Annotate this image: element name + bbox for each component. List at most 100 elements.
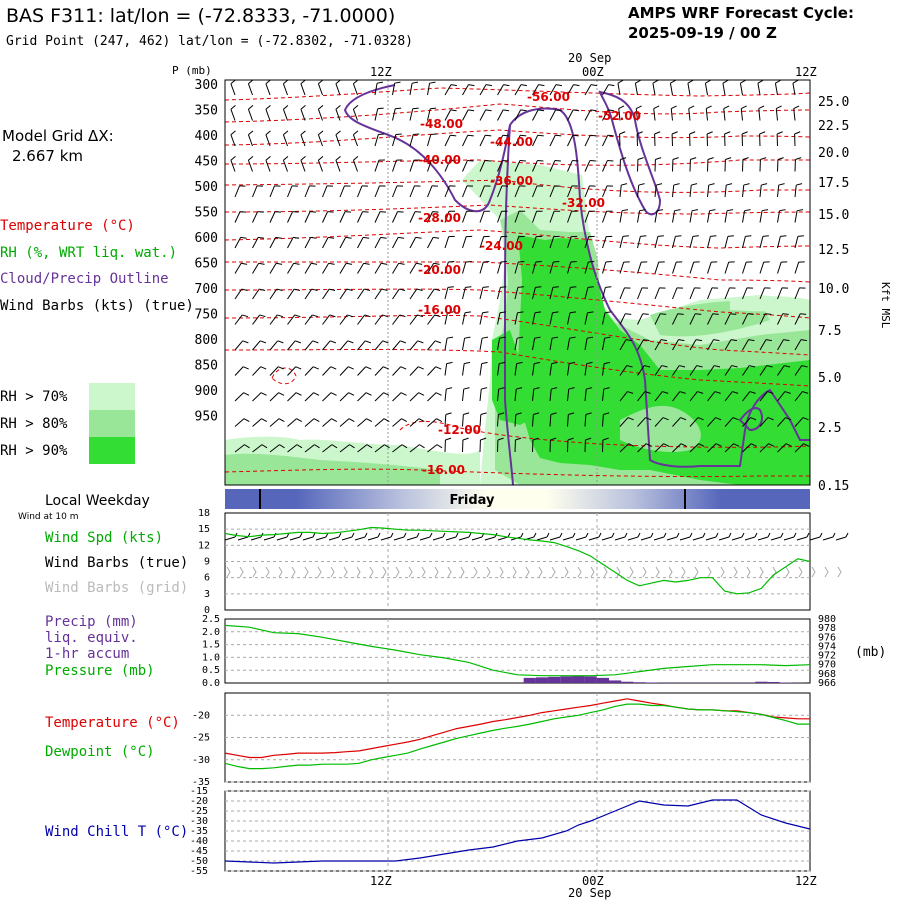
wind-barb-staff [374,392,384,402]
wind-barb-staff [339,262,347,274]
wind-barb-staff [322,366,332,376]
wind-barb [247,104,254,121]
wind-barb-flag [517,311,524,314]
barb-10m [471,536,483,541]
wind-barb-staff [567,414,569,427]
windchill-line [224,799,811,864]
wind-barb-flag [590,109,597,112]
wind-barb-flag [312,314,319,318]
wind-barb [479,286,489,300]
wind-barb-staff [462,389,465,402]
barb-10m [250,536,262,541]
wind-barb-flag [283,130,289,136]
wind-barb-staff [497,185,503,198]
wind-barb [269,366,284,376]
wind-barb [514,235,525,249]
wind-barb-staff [689,365,698,376]
wind-barb [479,109,492,121]
wind-barb-flag [688,105,695,110]
wind-barb [637,235,647,249]
temp-yticks: -20-25-30-35 [192,710,210,788]
contour-line [271,367,297,385]
wind-barb [759,313,772,325]
wind-barb-staff [300,109,306,121]
wind-barb-staff [742,417,751,427]
wind-barb-flag [242,314,249,318]
wind-barb-flag [727,235,734,237]
wind-barb-staff [427,262,435,274]
barb-grid [460,566,465,578]
wind-barb-flag [568,412,575,416]
wind-barb-staff [252,366,262,376]
wind-barb [654,417,669,427]
wind-barb [724,131,731,147]
barb-grid [616,566,621,578]
wind-barb [339,366,354,376]
wind-barb-flag [276,262,283,265]
wind-barb-flag [567,437,574,441]
wind-barb-staff [462,312,466,325]
wind-barb-staff [584,312,588,325]
wind-barb-staff [689,339,697,351]
wind-barb-staff [479,261,484,274]
wind-barb-flag [278,418,285,422]
wind-barb [811,106,816,121]
wind-barb-flag [376,81,384,84]
wind-barb [813,314,824,325]
height-tick-label: 17.5 [818,176,849,191]
wind-barb [549,84,562,96]
wind-barb [672,417,687,427]
wind-barb-flag [636,105,642,110]
barb-10m [718,536,730,541]
wind-barb [252,366,267,376]
wind-barb [689,443,705,453]
wind-barb-staff [670,108,673,121]
wind-barb-staff [479,236,485,249]
wind-barb [392,236,405,249]
wind-barb-staff [462,160,468,172]
wind-barb [567,235,578,249]
wind-barb-flag [691,209,699,212]
wind-barb [497,361,506,376]
wind-barb [269,392,285,402]
wind-barb-staff [689,417,699,427]
barb-10m [614,536,626,541]
wind-barb-staff [409,211,416,223]
wind-barb-staff [567,389,570,402]
wind-barb-staff [234,444,245,453]
pressure-tick-label: 700 [195,282,218,297]
wind-barb [230,80,236,96]
barb-10m-flag [650,532,654,538]
wind-barb [462,235,473,249]
wind-barb-staff [689,313,696,325]
wind-barb-flag [260,392,267,396]
wind-barb-staff [742,365,750,376]
temp-label: -24.00 [480,239,523,253]
barb-10m-flag [611,532,615,538]
wind-barb-flag [363,262,370,265]
wind-barb-flag [276,288,283,291]
wind-barb-staff [549,261,554,274]
wind-barb [619,287,631,300]
wind-barb-flag [626,365,633,368]
wind-barb [707,365,721,376]
wind-barb [444,286,454,300]
wind-barb [444,134,457,147]
barb-10m [315,536,327,541]
pressure-tick-label: 350 [195,104,218,119]
wind-barb-staff [689,210,693,223]
wind-barb-staff [462,211,468,223]
barb-10m-flag [520,532,524,538]
wind-barb [724,391,739,402]
wind-barb-flag [248,104,254,110]
wind-barb [339,211,352,223]
wind-barb-staff [653,108,656,121]
wind-barb-staff [777,339,784,351]
wind-barb-flag [258,262,265,265]
wind-barb-staff [300,134,306,147]
barb-10m-flag [702,532,706,538]
wind-barb-staff [672,185,675,198]
wind-barb [759,443,775,453]
wind-barb [707,287,719,300]
